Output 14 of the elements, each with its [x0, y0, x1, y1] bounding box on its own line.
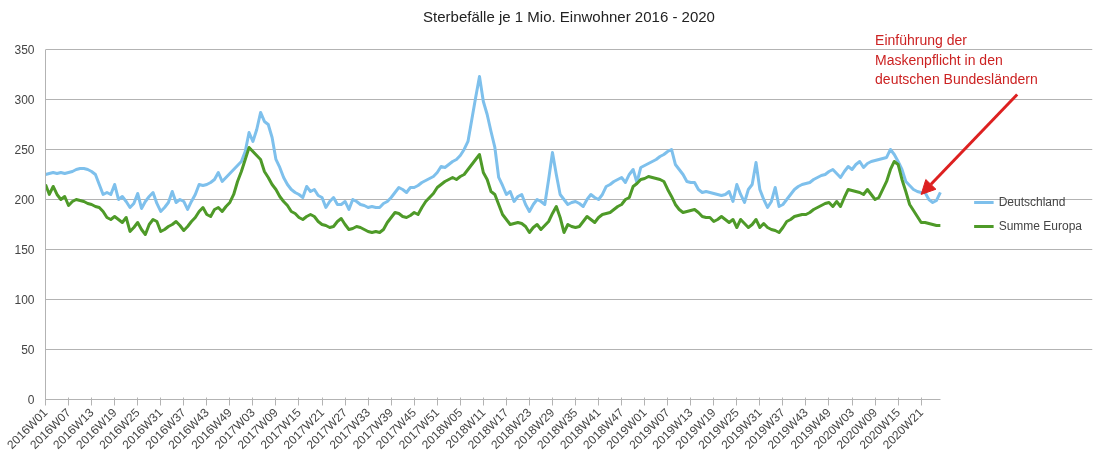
legend-label: Deutschland	[998, 195, 1066, 209]
y-tick-label: 300	[14, 92, 35, 107]
line-series	[45, 145, 942, 236]
y-tick-label: 250	[14, 142, 35, 157]
y-tick-label: 100	[14, 292, 35, 307]
y-tick-label: 150	[14, 242, 35, 257]
line-series	[45, 74, 942, 213]
y-tick-label: 200	[14, 192, 35, 207]
chart-title: Sterbefälle je 1 Mio. Einwohner 2016 - 2020	[423, 7, 715, 25]
y-tick-label: 0	[27, 393, 35, 407]
legend-label: Summe Europa	[998, 219, 1082, 233]
annotation: Einführung der Maskenpflicht in den deutschen Bundesländern	[875, 32, 1038, 87]
y-tick-label: 350	[14, 42, 35, 57]
y-tick-label: 50	[21, 342, 35, 357]
